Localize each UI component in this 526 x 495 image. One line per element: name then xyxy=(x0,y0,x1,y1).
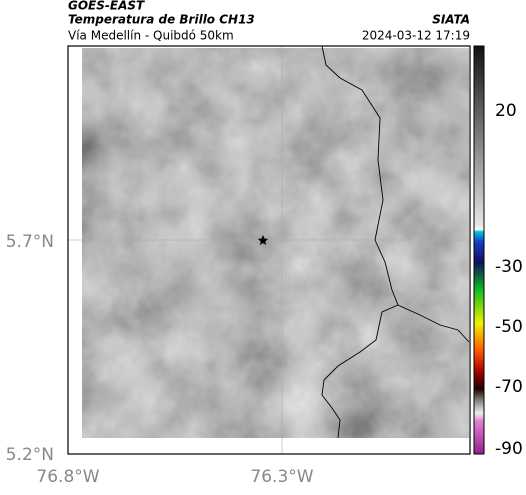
lat-label: 5.7°N xyxy=(6,232,54,252)
location-star xyxy=(258,235,268,245)
colorbar-tick-label: -90 xyxy=(495,439,523,459)
route: Vía Medellín - Quibdó 50km xyxy=(68,29,234,43)
lat-label: 5.2°N xyxy=(6,445,54,465)
colorbar-tick-label: -30 xyxy=(495,257,523,277)
colorbar xyxy=(473,45,485,455)
border xyxy=(321,304,399,439)
map-frame xyxy=(67,45,471,455)
lon-label: 76.8°W xyxy=(36,467,99,487)
subtitle: Temperatura de Brillo CH13 xyxy=(68,13,255,27)
colorbar-tick-label: 20 xyxy=(495,101,517,121)
satellite-image xyxy=(82,48,469,438)
source: SIATA xyxy=(432,13,470,27)
colorbar-tick-label: -50 xyxy=(495,317,523,337)
lon-label: 76.3°W xyxy=(250,467,313,487)
border xyxy=(321,45,470,343)
colorbar-tick-label: -70 xyxy=(495,377,523,397)
title: GOES-EAST xyxy=(68,0,145,13)
datetime: 2024-03-12 17:19 xyxy=(362,29,470,43)
